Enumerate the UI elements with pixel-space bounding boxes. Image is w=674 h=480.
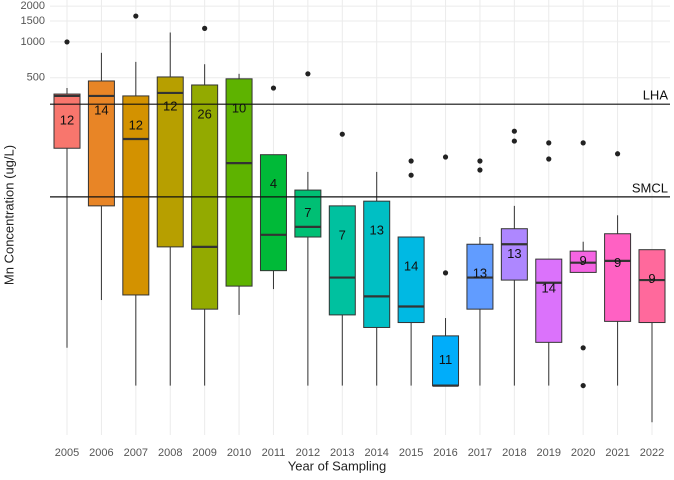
outlier xyxy=(202,25,208,31)
outlier xyxy=(580,140,586,146)
x-tick-label: 2005 xyxy=(55,447,79,459)
x-tick-label: 2012 xyxy=(296,447,320,459)
outlier xyxy=(511,128,517,134)
x-axis-title: Year of Sampling xyxy=(288,458,387,473)
box xyxy=(87,80,115,207)
x-tick-label: 2006 xyxy=(89,447,113,459)
box xyxy=(156,76,184,248)
y-axis-title: Mn Concentration (ug/L) xyxy=(1,145,16,285)
outlier xyxy=(580,382,586,389)
x-tick-label: 2011 xyxy=(262,447,286,459)
count-label: 10 xyxy=(232,100,246,115)
box xyxy=(604,233,632,322)
outlier xyxy=(133,13,139,19)
x-tick-label: 2018 xyxy=(502,447,526,459)
count-label: 14 xyxy=(404,258,418,273)
x-tick-label: 2013 xyxy=(330,447,354,459)
count-label: 9 xyxy=(580,253,587,268)
x-tick-label: 2021 xyxy=(605,447,629,459)
x-tick-label: 2014 xyxy=(364,447,388,459)
outlier xyxy=(64,39,70,45)
box xyxy=(397,236,425,324)
box xyxy=(500,228,528,281)
outlier xyxy=(305,71,311,77)
outlier xyxy=(339,131,345,137)
outlier xyxy=(477,167,483,173)
count-label: 13 xyxy=(369,223,383,238)
count-label: 4 xyxy=(270,176,277,191)
y-tick-label: 1500 xyxy=(21,15,45,27)
count-label: 9 xyxy=(614,255,621,270)
outlier xyxy=(546,140,552,146)
x-tick-label: 2017 xyxy=(468,447,492,459)
x-tick-label: 2020 xyxy=(571,447,595,459)
x-tick-label: 2008 xyxy=(158,447,182,459)
box xyxy=(535,258,563,343)
count-label: 7 xyxy=(339,227,346,242)
outlier xyxy=(477,158,483,164)
box xyxy=(432,335,460,387)
count-label: 9 xyxy=(648,271,655,286)
box xyxy=(363,200,391,328)
x-tick-label: 2009 xyxy=(192,447,216,459)
outlier xyxy=(546,156,552,162)
count-label: 11 xyxy=(439,352,453,367)
box xyxy=(638,249,666,324)
count-label: 14 xyxy=(94,102,108,117)
box xyxy=(259,154,287,272)
count-label: 13 xyxy=(507,246,521,261)
count-label: 26 xyxy=(197,106,211,121)
x-tick-label: 2019 xyxy=(537,447,561,459)
outlier xyxy=(580,345,586,351)
count-label: 13 xyxy=(473,266,487,281)
outlier xyxy=(442,270,449,276)
outlier xyxy=(408,172,414,178)
reference-label: LHA xyxy=(643,88,669,103)
y-tick-label: 2000 xyxy=(21,0,45,12)
y-tick-label: 1000 xyxy=(21,36,45,48)
outlier xyxy=(442,154,449,160)
x-tick-label: 2007 xyxy=(124,447,148,459)
reference-label: SMCL xyxy=(632,180,668,195)
box xyxy=(122,95,150,296)
outlier xyxy=(511,138,517,144)
box xyxy=(225,78,253,287)
y-tick-label: 500 xyxy=(27,72,45,84)
outlier xyxy=(408,158,414,164)
box xyxy=(53,93,81,149)
count-label: 14 xyxy=(542,281,556,296)
box xyxy=(294,189,322,238)
count-label: 12 xyxy=(163,98,177,113)
count-label: 12 xyxy=(129,117,143,132)
x-tick-label: 2016 xyxy=(433,447,457,459)
count-label: 12 xyxy=(60,113,74,128)
count-label: 7 xyxy=(304,205,311,220)
outlier xyxy=(270,85,277,91)
x-tick-label: 2022 xyxy=(640,447,664,459)
outlier xyxy=(614,151,621,157)
x-tick-label: 2015 xyxy=(399,447,423,459)
box xyxy=(328,205,356,316)
x-tick-label: 2010 xyxy=(227,447,251,459)
